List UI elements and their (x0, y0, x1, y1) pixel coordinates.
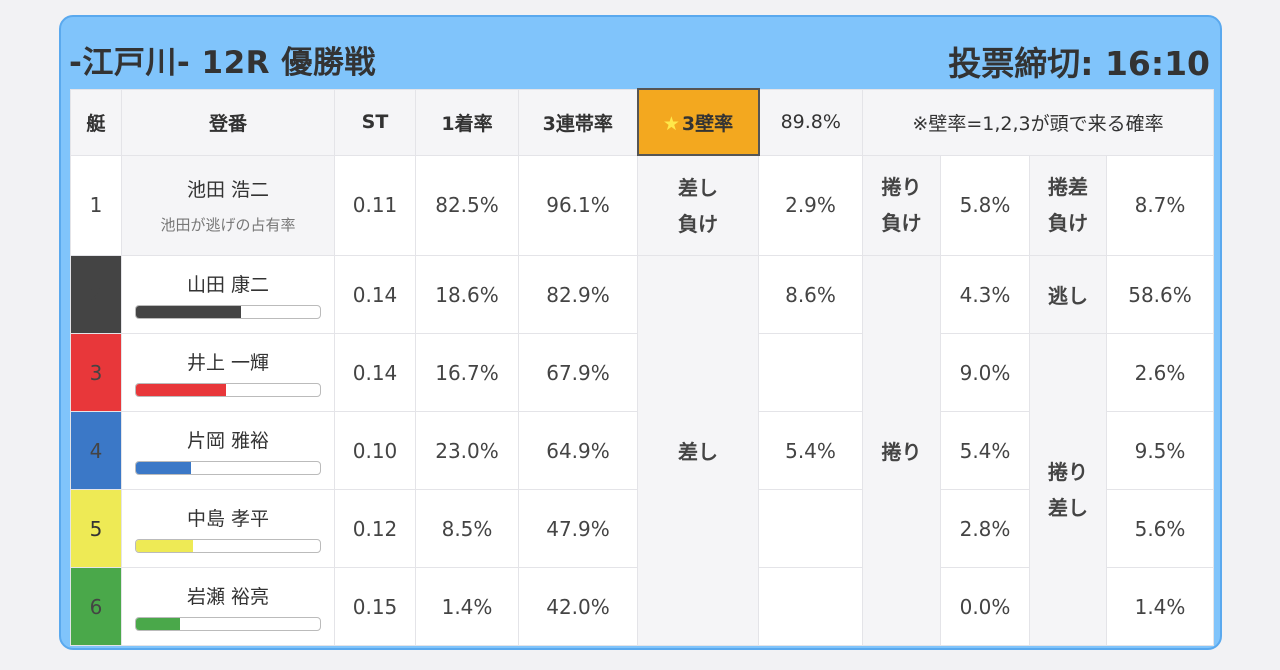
racer-cell: 井上 一輝 (121, 333, 335, 412)
top3-rate-value: 64.9% (518, 411, 638, 490)
st-value: 0.12 (334, 489, 416, 568)
racer-bar-fill (136, 462, 192, 474)
kabe-note: ※壁率=1,2,3が頭で来る確率 (862, 88, 1214, 156)
header-row: 艇 登番 ST 1着率 3連帯率 ★ 3壁率 89.8% ※壁率=1,2,3が頭で… (70, 88, 1214, 156)
table-row: 3 井上 一輝 0.14 16.7% 67.9% 9.0% 捲り 差し 2.6% (70, 333, 1214, 646)
racer-bar (135, 617, 321, 631)
col-first-rate: 1着率 (415, 88, 519, 156)
col-name: 登番 (121, 88, 335, 156)
sashi-make-label: 差し 負け (637, 154, 759, 256)
boat-number: 4 (70, 411, 122, 490)
first-rate-value: 16.7% (415, 333, 519, 412)
racer-bar (135, 305, 321, 319)
racer-bar-fill (136, 540, 194, 552)
racer-cell: 片岡 雅裕 (121, 411, 335, 490)
sashi-value: 8.6% (758, 255, 863, 334)
racer-bar (135, 461, 321, 475)
makuri-make-label: 捲り 負け (862, 154, 941, 256)
top3-rate-value: 82.9% (518, 255, 638, 334)
racer-bar (135, 383, 321, 397)
top3-rate-value: 67.9% (518, 333, 638, 412)
st-value: 0.14 (334, 255, 416, 334)
racer-bar-fill (136, 384, 227, 396)
top3-rate-value: 47.9% (518, 489, 638, 568)
makuri-value: 9.0% (940, 333, 1030, 412)
col-top3-rate: 3連帯率 (518, 88, 638, 156)
top3-rate-value: 42.0% (518, 567, 638, 646)
racer-bar (135, 539, 321, 553)
makuri-value: 2.8% (940, 489, 1030, 568)
makurisashi-make-value: 8.7% (1106, 154, 1214, 256)
star-icon: ★ (662, 112, 680, 135)
kabe-rate-label: 3壁率 (681, 112, 734, 135)
race-panel: -江戸川- 12R 優勝戦 投票締切: 16:10 艇 登番 ST 1着率 3連… (59, 15, 1222, 650)
makurisashi-value: 9.5% (1106, 411, 1214, 490)
racer-name: 片岡 雅裕 (186, 430, 270, 452)
race-title: -江戸川- 12R 優勝戦 (69, 45, 376, 81)
sashi-value (758, 489, 863, 568)
makuri-value: 0.0% (940, 567, 1030, 646)
col-st: ST (334, 88, 416, 156)
racer-name: 井上 一輝 (186, 352, 270, 374)
sashi-value (758, 333, 863, 412)
racer-name: 岩瀬 裕亮 (186, 586, 270, 608)
top3-rate-value: 96.1% (518, 154, 638, 256)
first-rate-value: 1.4% (415, 567, 519, 646)
boat-number: 1 (70, 154, 122, 256)
prediction-table: 艇 登番 ST 1着率 3連帯率 ★ 3壁率 89.8% ※壁率=1,2,3が頭で… (70, 88, 1214, 646)
makuri-make-value: 5.8% (940, 154, 1030, 256)
st-value: 0.10 (334, 411, 416, 490)
sashi-make-value: 2.9% (758, 154, 863, 256)
racer-cell: 岩瀬 裕亮 (121, 567, 335, 646)
racer-bar-fill (136, 618, 181, 630)
col-boat: 艇 (70, 88, 122, 156)
boat-number: 3 (70, 333, 122, 412)
racer-cell: 池田 浩二 池田が逃げの占有率 (121, 154, 335, 256)
st-value: 0.15 (334, 567, 416, 646)
racer-cell: 山田 康二 (121, 255, 335, 334)
makurisashi-value: 2.6% (1106, 333, 1214, 412)
first-rate-value: 82.5% (415, 154, 519, 256)
table-row: 2 山田 康二 0.14 18.6% 82.9% 差し 8.6% 捲り 4.3%… (70, 255, 1214, 646)
makurisashi-value: 5.6% (1106, 489, 1214, 568)
makurisashi-value: 1.4% (1106, 567, 1214, 646)
racer-name: 池田 浩二 (186, 179, 270, 202)
table-row: 5 中島 孝平 0.12 8.5% 47.9% 2.8% 5.6% (70, 489, 1214, 568)
sashi-value: 5.4% (758, 411, 863, 490)
makurisashi-make-label: 捲差 負け (1029, 154, 1107, 256)
boat-number: 5 (70, 489, 122, 568)
boat-number: 2 (70, 255, 122, 334)
racer-name: 山田 康二 (186, 274, 270, 296)
table-row: 6 岩瀬 裕亮 0.15 1.4% 42.0% 0.0% 1.4% (70, 567, 1214, 646)
makuri-label: 捲り (862, 255, 941, 646)
escape-share-label: 池田が逃げの占有率 (160, 216, 296, 235)
kabe-rate-value: 89.8% (758, 88, 863, 156)
table-row: 4 片岡 雅裕 0.10 23.0% 64.9% 5.4% 5.4% 9.5% (70, 411, 1214, 490)
makurisashi-label: 捲り 差し (1029, 333, 1107, 646)
vote-deadline: 投票締切: 16:10 (948, 44, 1210, 83)
kabe-rate-button[interactable]: ★ 3壁率 (636, 88, 760, 156)
boat-number: 6 (70, 567, 122, 646)
makuri-value: 4.3% (940, 255, 1030, 334)
st-value: 0.14 (334, 333, 416, 412)
first-rate-value: 8.5% (415, 489, 519, 568)
first-rate-value: 23.0% (415, 411, 519, 490)
sashi-label: 差し (637, 255, 759, 646)
first-rate-value: 18.6% (415, 255, 519, 334)
racer-name: 中島 孝平 (186, 508, 270, 530)
nige-label: 逃し (1029, 255, 1107, 334)
table-row: 1 池田 浩二 池田が逃げの占有率 0.11 82.5% 96.1% 差し 負け … (70, 154, 1214, 256)
makuri-value: 5.4% (940, 411, 1030, 490)
racer-bar-fill (136, 306, 241, 318)
st-value: 0.11 (334, 154, 416, 256)
nige-value: 58.6% (1106, 255, 1214, 334)
racer-cell: 中島 孝平 (121, 489, 335, 568)
sashi-value (758, 567, 863, 646)
